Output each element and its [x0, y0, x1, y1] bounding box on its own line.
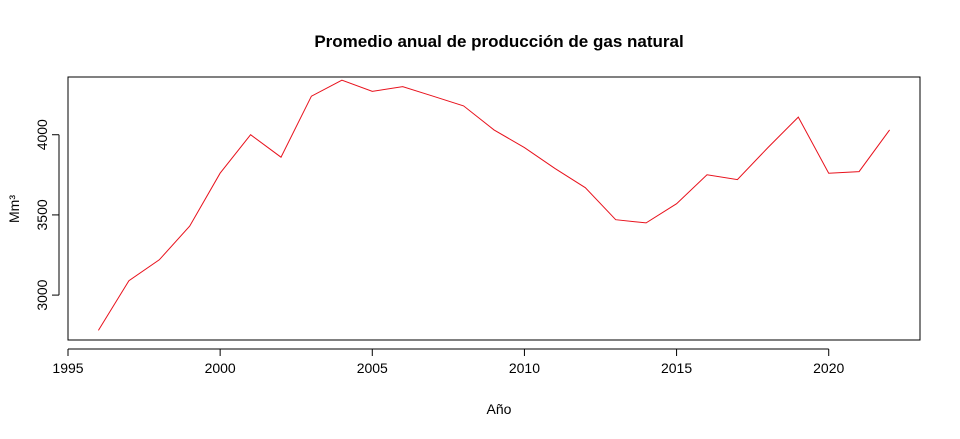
x-axis: 1995 2000 2005 2010 2015 2020: [52, 348, 844, 376]
x-tick-label: 2015: [661, 360, 692, 376]
plot-frame: [67, 76, 921, 341]
x-tick-label: 1995: [52, 360, 83, 376]
x-tick-label: 2000: [205, 360, 236, 376]
x-tick-label: 2005: [357, 360, 388, 376]
x-tick-label: 2010: [509, 360, 540, 376]
y-tick-label: 4000: [34, 119, 50, 150]
y-axis-label: Mm³: [6, 195, 22, 223]
y-tick-label: 3000: [34, 279, 50, 310]
series-line: [97, 79, 891, 331]
x-axis-label: Año: [487, 401, 512, 417]
x-tick-label: 2020: [813, 360, 844, 376]
chart-title: Promedio anual de producción de gas natu…: [314, 32, 683, 51]
y-tick-label: 3500: [34, 199, 50, 230]
y-axis: 3000 3500 4000: [34, 119, 60, 311]
